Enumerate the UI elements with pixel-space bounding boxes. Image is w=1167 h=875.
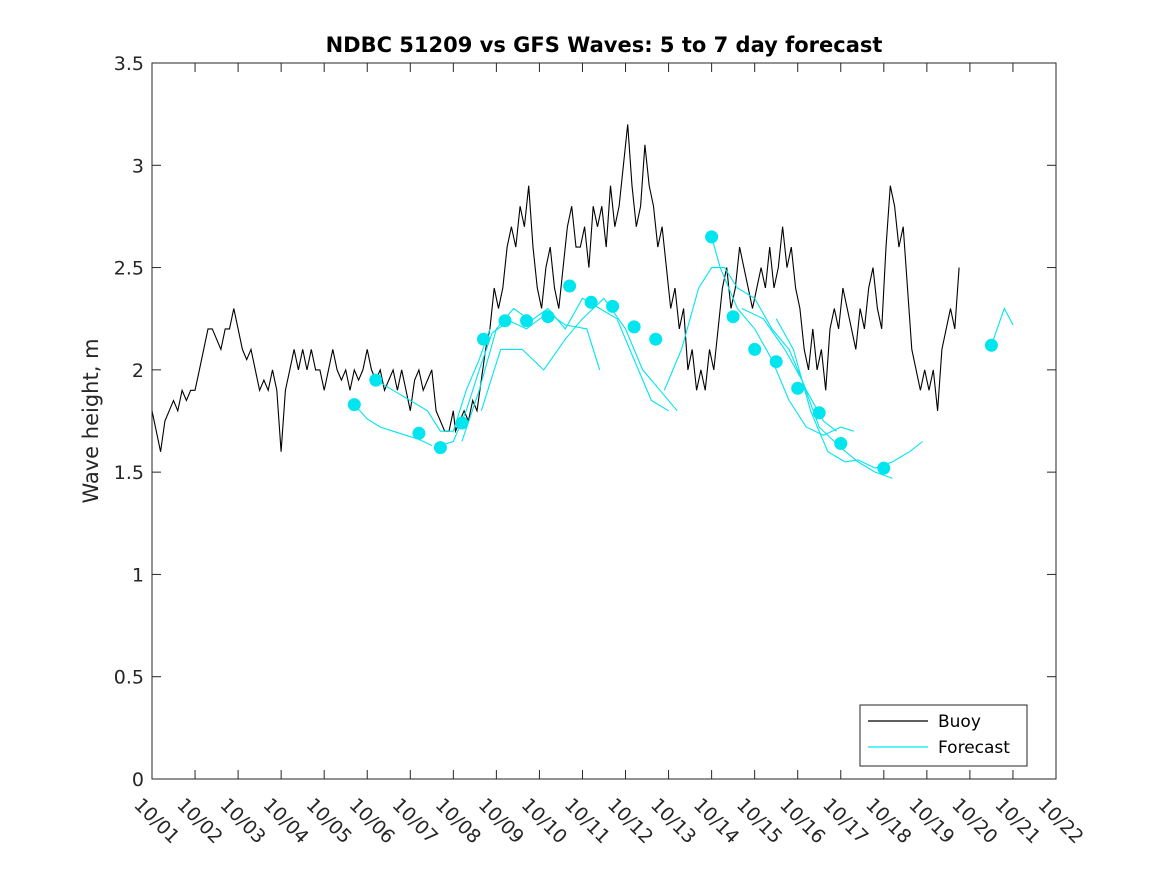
forecast-marker — [726, 310, 740, 324]
y-tick-label: 2.5 — [114, 258, 144, 280]
forecast-marker — [812, 406, 826, 420]
forecast-marker — [563, 279, 577, 293]
forecast-series-line — [663, 267, 837, 432]
series-layer — [151, 124, 1014, 479]
forecast-marker — [606, 299, 620, 313]
forecast-marker — [791, 381, 805, 395]
forecast-marker — [369, 373, 383, 387]
forecast-marker — [834, 437, 848, 450]
y-tick-label: 1 — [132, 564, 144, 586]
y-tick-label: 3 — [132, 155, 144, 177]
forecast-series-line — [461, 297, 669, 442]
forecast-series-line — [375, 328, 491, 432]
y-tick-label: 2 — [132, 360, 144, 382]
forecast-marker — [455, 416, 469, 430]
forecast-marker — [649, 332, 663, 346]
axis-ticks — [151, 62, 1057, 780]
forecast-marker — [433, 441, 447, 455]
forecast-marker — [477, 332, 490, 346]
y-tick-label: 0 — [132, 769, 144, 791]
forecast-marker — [584, 295, 598, 309]
forecast-series-line — [775, 318, 923, 469]
y-tick-label: 1.5 — [114, 462, 144, 484]
forecast-series-line — [990, 307, 1014, 346]
y-tick-label: 0.5 — [114, 667, 144, 689]
chart-title: NDBC 51209 vs GFS Waves: 5 to 7 day fore… — [326, 33, 883, 57]
legend: Buoy Forecast — [859, 704, 1028, 767]
buoy-series-line — [151, 124, 960, 452]
legend-label-buoy: Buoy — [938, 712, 981, 732]
forecast-marker — [705, 230, 719, 244]
y-tick-labels: 0 0.5 1 1.5 2 2.5 3 3.5 — [114, 53, 144, 791]
forecast-series-line — [711, 236, 854, 436]
y-tick-label: 3.5 — [114, 53, 144, 75]
forecast-marker — [347, 398, 361, 412]
forecast-marker — [769, 355, 783, 369]
axes-box — [151, 62, 1057, 780]
forecast-series-line — [480, 297, 678, 412]
forecast-marker — [984, 338, 998, 352]
legend-label-forecast: Forecast — [938, 738, 1010, 758]
legend-box — [859, 704, 1028, 767]
forecast-marker — [412, 426, 426, 440]
y-axis-label: Wave height, m — [79, 338, 103, 503]
forecast-marker — [541, 310, 555, 324]
forecast-marker — [520, 314, 533, 328]
forecast-marker — [498, 314, 512, 328]
forecast-marker — [627, 320, 641, 334]
plot-area — [152, 63, 1056, 779]
forecast-marker — [877, 461, 891, 475]
forecast-marker — [748, 342, 762, 356]
forecast-series-line — [741, 308, 893, 479]
